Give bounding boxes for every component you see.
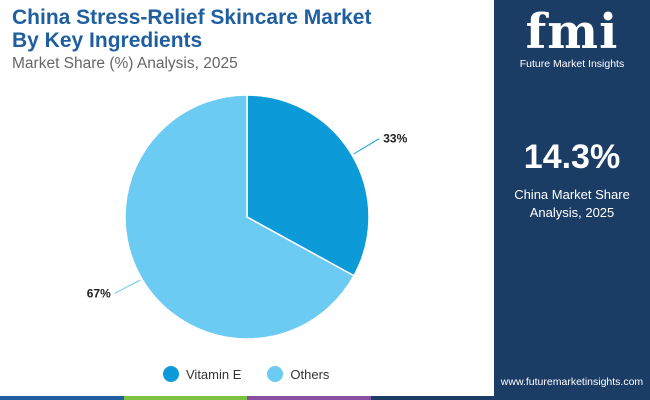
legend-swatch-others [267, 366, 284, 382]
logo-letters: fmi [525, 4, 619, 60]
bottom-bar-segment [0, 396, 124, 400]
leader-line [353, 138, 380, 155]
logo-text: Future Market Insights [519, 58, 625, 70]
chart-title-line2: By Key Ingredients [12, 29, 203, 52]
website-url[interactable]: www.futuremarketinsights.com [500, 376, 644, 388]
stat-value: 14.3% [523, 138, 621, 176]
data-label: 67% [87, 286, 111, 300]
pie-chart: 33% 67% [87, 94, 408, 340]
stat-label-line2: Analysis, 2025 [529, 205, 615, 220]
title-block: China Stress-Relief Skincare Market By K… [12, 6, 371, 73]
pie-slice-others [124, 94, 355, 340]
leader-line [114, 279, 141, 294]
stat-label-line1: China Market Share [514, 187, 630, 202]
legend-swatch-vitamin-e [163, 366, 179, 382]
bottom-color-bar [0, 396, 494, 400]
sidebar-panel: fmi Future Market Insights 14.3% China M… [494, 0, 650, 400]
bottom-bar-segment [370, 396, 494, 400]
data-label: 33% [383, 132, 407, 146]
legend-label-others: Others [290, 366, 330, 382]
legend-label-vitamin-e: Vitamin E [186, 366, 242, 382]
legend: Vitamin E Others [163, 366, 355, 382]
legend-item-vitamin-e: Vitamin E [163, 366, 241, 382]
chart-subtitle: Market Share (%) Analysis, 2025 [12, 55, 238, 72]
bottom-bar-segment [123, 396, 247, 400]
fmi-logo: fmi Future Market Insights [494, 0, 650, 80]
chart-title-line1: China Stress-Relief Skincare Market [12, 6, 372, 29]
pie-slice-vitamin-e [246, 94, 370, 277]
bottom-bar-segment [247, 396, 371, 400]
stat-label: China Market Share Analysis, 2025 [494, 186, 650, 222]
legend-item-others: Others [267, 366, 329, 382]
